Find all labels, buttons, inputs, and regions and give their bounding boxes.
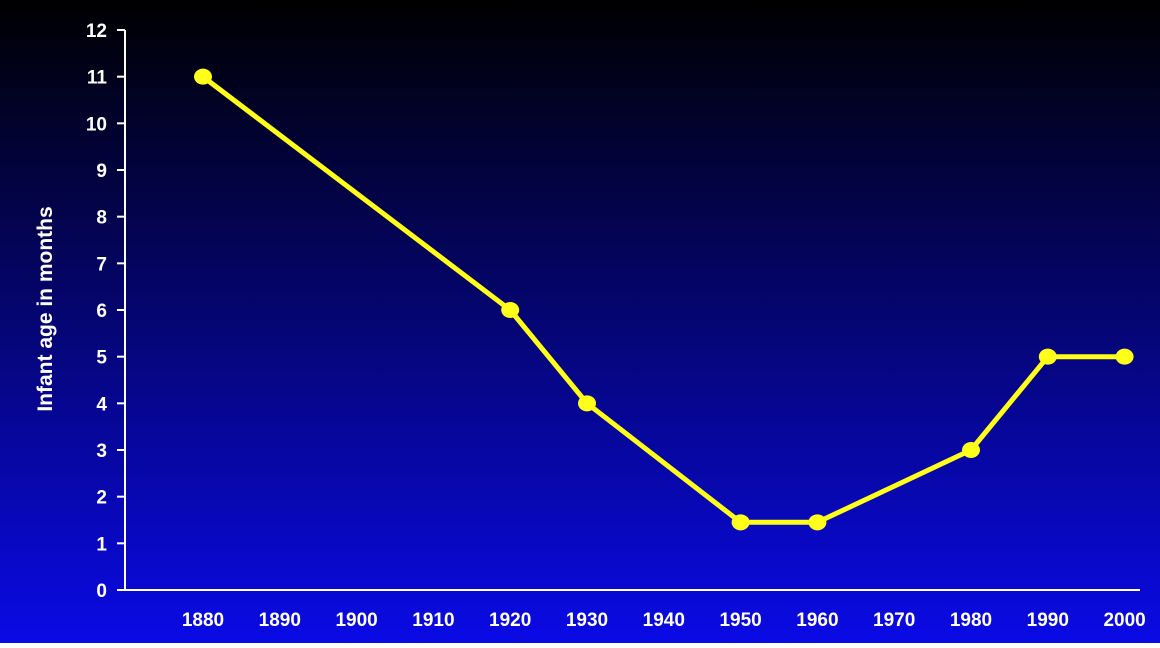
data-point <box>1115 348 1134 365</box>
x-tick-label: 1910 <box>412 610 454 631</box>
x-tick-label: 1880 <box>182 610 224 631</box>
x-tick-label: 1900 <box>335 610 377 631</box>
y-tick-label: 6 <box>96 301 107 322</box>
x-tick-label: 2000 <box>1103 610 1145 631</box>
y-tick-label: 2 <box>96 488 107 509</box>
x-tick-label: 1990 <box>1027 610 1069 631</box>
data-point <box>578 395 596 412</box>
data-point <box>194 68 212 85</box>
data-point <box>501 302 520 318</box>
data-point <box>731 514 750 531</box>
y-tick-label: 8 <box>96 208 107 229</box>
y-tick-label: 5 <box>96 348 107 369</box>
series-layer <box>194 68 1134 531</box>
x-tick-label: 1980 <box>950 610 992 631</box>
y-tick-label: 7 <box>96 254 107 275</box>
y-tick-label: 0 <box>96 581 107 602</box>
y-tick-label: 3 <box>96 441 107 462</box>
x-tick-label: 1950 <box>719 610 761 631</box>
x-tick-label: 1970 <box>873 610 915 631</box>
y-tick-label: 9 <box>96 161 107 182</box>
x-tick-label: 1920 <box>489 610 531 631</box>
x-tick-label: 1930 <box>566 610 608 631</box>
data-point <box>962 442 980 458</box>
y-axis-label: Infant age in months <box>34 206 57 411</box>
x-tick-label: 1940 <box>643 610 685 631</box>
y-tick-label: 4 <box>96 394 107 415</box>
data-point <box>808 514 827 531</box>
y-tick-label: 10 <box>86 114 107 135</box>
y-tick-label: 1 <box>96 534 107 555</box>
x-tick-label: 1960 <box>796 610 838 631</box>
y-tick-label: 12 <box>86 21 107 42</box>
data-point <box>1038 348 1057 365</box>
series-line <box>201 74 1125 525</box>
x-tick-label: 1890 <box>259 610 301 631</box>
y-tick-label: 11 <box>87 68 108 89</box>
